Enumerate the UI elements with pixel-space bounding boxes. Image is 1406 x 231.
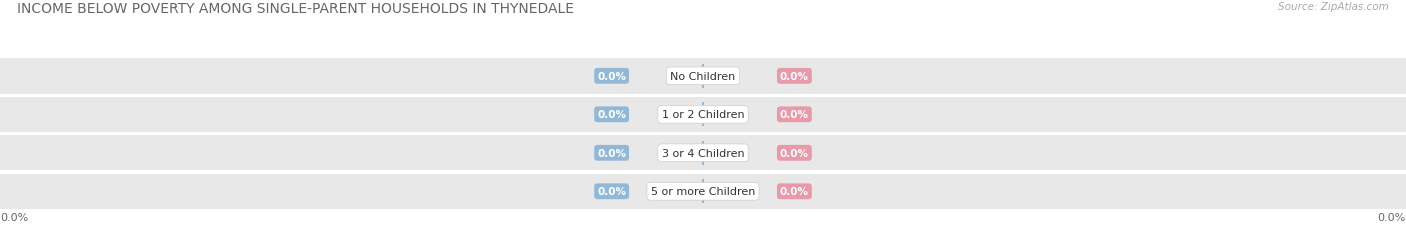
Text: Source: ZipAtlas.com: Source: ZipAtlas.com: [1278, 2, 1389, 12]
Text: 0.0%: 0.0%: [780, 148, 808, 158]
Bar: [0, 97, 1406, 132]
Text: INCOME BELOW POVERTY AMONG SINGLE-PARENT HOUSEHOLDS IN THYNEDALE: INCOME BELOW POVERTY AMONG SINGLE-PARENT…: [17, 2, 574, 16]
Bar: [0, 136, 1406, 171]
Text: 0.0%: 0.0%: [598, 110, 626, 120]
Text: 0.0%: 0.0%: [598, 72, 626, 82]
Text: 0.0%: 0.0%: [780, 110, 808, 120]
Text: 0.0%: 0.0%: [1378, 213, 1406, 222]
Text: 1 or 2 Children: 1 or 2 Children: [662, 110, 744, 120]
Bar: [0, 174, 1406, 209]
Text: 0.0%: 0.0%: [780, 72, 808, 82]
Text: 5 or more Children: 5 or more Children: [651, 186, 755, 196]
Bar: [0, 59, 1406, 94]
Text: 0.0%: 0.0%: [598, 148, 626, 158]
Text: 3 or 4 Children: 3 or 4 Children: [662, 148, 744, 158]
Text: No Children: No Children: [671, 72, 735, 82]
Text: 0.0%: 0.0%: [780, 186, 808, 196]
Text: 0.0%: 0.0%: [598, 186, 626, 196]
Text: 0.0%: 0.0%: [0, 213, 28, 222]
